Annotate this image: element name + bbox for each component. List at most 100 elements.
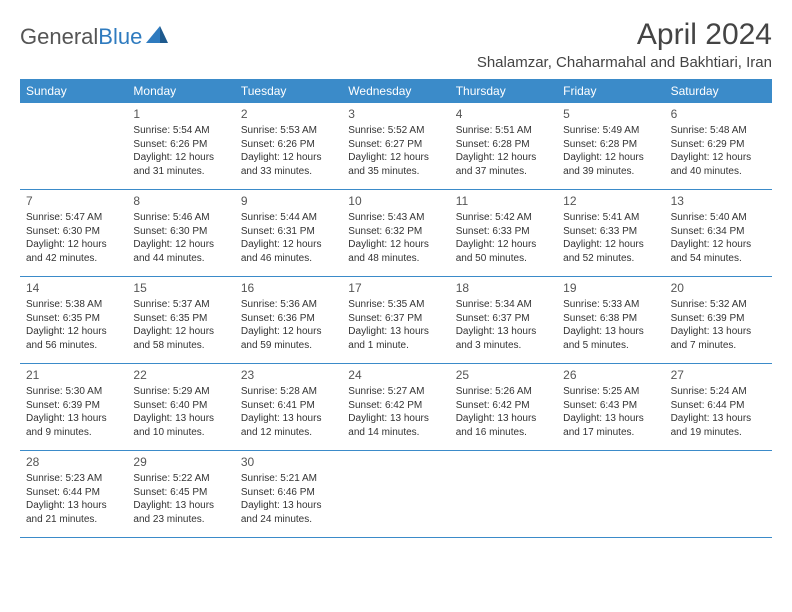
sunset-line: Sunset: 6:45 PM [133,486,228,500]
calendar-day: 27Sunrise: 5:24 AMSunset: 6:44 PMDayligh… [665,364,772,450]
calendar-day: 29Sunrise: 5:22 AMSunset: 6:45 PMDayligh… [127,451,234,537]
day-number: 17 [348,280,443,296]
sunset-line: Sunset: 6:26 PM [133,138,228,152]
sunset-line: Sunset: 6:36 PM [241,312,336,326]
day-number: 16 [241,280,336,296]
sunset-line: Sunset: 6:38 PM [563,312,658,326]
sunrise-line: Sunrise: 5:23 AM [26,472,121,486]
calendar-day: 1Sunrise: 5:54 AMSunset: 6:26 PMDaylight… [127,103,234,189]
sunset-line: Sunset: 6:44 PM [26,486,121,500]
daylight-line: Daylight: 13 hours and 16 minutes. [456,412,551,439]
day-number: 30 [241,454,336,470]
sunrise-line: Sunrise: 5:27 AM [348,385,443,399]
logo-triangle-icon [146,26,168,49]
calendar-body: 1Sunrise: 5:54 AMSunset: 6:26 PMDaylight… [20,103,772,538]
sunrise-line: Sunrise: 5:29 AM [133,385,228,399]
sunrise-line: Sunrise: 5:43 AM [348,211,443,225]
day-number: 11 [456,193,551,209]
sunset-line: Sunset: 6:34 PM [671,225,766,239]
daylight-line: Daylight: 12 hours and 48 minutes. [348,238,443,265]
daylight-line: Daylight: 13 hours and 21 minutes. [26,499,121,526]
sunrise-line: Sunrise: 5:48 AM [671,124,766,138]
calendar-day: 19Sunrise: 5:33 AMSunset: 6:38 PMDayligh… [557,277,664,363]
sunset-line: Sunset: 6:32 PM [348,225,443,239]
daylight-line: Daylight: 13 hours and 10 minutes. [133,412,228,439]
sunrise-line: Sunrise: 5:35 AM [348,298,443,312]
daylight-line: Daylight: 13 hours and 19 minutes. [671,412,766,439]
sunrise-line: Sunrise: 5:54 AM [133,124,228,138]
day-number: 25 [456,367,551,383]
sunrise-line: Sunrise: 5:47 AM [26,211,121,225]
calendar-day: 22Sunrise: 5:29 AMSunset: 6:40 PMDayligh… [127,364,234,450]
sunrise-line: Sunrise: 5:28 AM [241,385,336,399]
daylight-line: Daylight: 13 hours and 5 minutes. [563,325,658,352]
calendar-week: 21Sunrise: 5:30 AMSunset: 6:39 PMDayligh… [20,364,772,451]
sunset-line: Sunset: 6:35 PM [133,312,228,326]
sunset-line: Sunset: 6:33 PM [456,225,551,239]
weekday-header: Thursday [450,79,557,103]
calendar-day: 26Sunrise: 5:25 AMSunset: 6:43 PMDayligh… [557,364,664,450]
daylight-line: Daylight: 13 hours and 23 minutes. [133,499,228,526]
day-number: 26 [563,367,658,383]
title-block: April 2024 Shalamzar, Chaharmahal and Ba… [477,18,772,71]
sunrise-line: Sunrise: 5:40 AM [671,211,766,225]
calendar-day: 14 Sunrise: 5:38 AMSunset: 6:35 PMDayligh… [20,277,127,363]
daylight-line: Daylight: 12 hours and 59 minutes. [241,325,336,352]
day-number: 23 [241,367,336,383]
sunset-line: Sunset: 6:31 PM [241,225,336,239]
sunrise-line: Sunrise: 5:37 AM [133,298,228,312]
daylight-line: Daylight: 13 hours and 3 minutes. [456,325,551,352]
sunrise-line: Sunrise: 5:38 AM [26,298,121,312]
day-number: 14 [26,280,121,296]
sunrise-line: Sunrise: 5:42 AM [456,211,551,225]
day-number: 10 [348,193,443,209]
weekday-header: Saturday [665,79,772,103]
day-number: 24 [348,367,443,383]
calendar-week: 1Sunrise: 5:54 AMSunset: 6:26 PMDaylight… [20,103,772,190]
sunset-line: Sunset: 6:30 PM [133,225,228,239]
sunrise-line: Sunrise: 5:30 AM [26,385,121,399]
day-number: 12 [563,193,658,209]
day-number: 7 [26,193,121,209]
daylight-line: Daylight: 13 hours and 1 minute. [348,325,443,352]
calendar-day: 24Sunrise: 5:27 AMSunset: 6:42 PMDayligh… [342,364,449,450]
sunset-line: Sunset: 6:37 PM [456,312,551,326]
day-number: 3 [348,106,443,122]
sunrise-line: Sunrise: 5:24 AM [671,385,766,399]
calendar-day: 13Sunrise: 5:40 AMSunset: 6:34 PMDayligh… [665,190,772,276]
sunset-line: Sunset: 6:35 PM [26,312,121,326]
day-number: 22 [133,367,228,383]
sunrise-line: Sunrise: 5:25 AM [563,385,658,399]
calendar-day: 28Sunrise: 5:23 AMSunset: 6:44 PMDayligh… [20,451,127,537]
day-number: 27 [671,367,766,383]
sunrise-line: Sunrise: 5:41 AM [563,211,658,225]
calendar-day: 4Sunrise: 5:51 AMSunset: 6:28 PMDaylight… [450,103,557,189]
sunset-line: Sunset: 6:37 PM [348,312,443,326]
daylight-line: Daylight: 12 hours and 52 minutes. [563,238,658,265]
calendar-day: 6Sunrise: 5:48 AMSunset: 6:29 PMDaylight… [665,103,772,189]
day-number: 18 [456,280,551,296]
calendar-day: 9Sunrise: 5:44 AMSunset: 6:31 PMDaylight… [235,190,342,276]
daylight-line: Daylight: 12 hours and 50 minutes. [456,238,551,265]
sunset-line: Sunset: 6:42 PM [456,399,551,413]
daylight-line: Daylight: 12 hours and 56 minutes. [26,325,121,352]
location-text: Shalamzar, Chaharmahal and Bakhtiari, Ir… [477,54,772,71]
calendar-day: 12Sunrise: 5:41 AMSunset: 6:33 PMDayligh… [557,190,664,276]
daylight-line: Daylight: 12 hours and 37 minutes. [456,151,551,178]
weekday-header: Friday [557,79,664,103]
day-number: 29 [133,454,228,470]
sunset-line: Sunset: 6:41 PM [241,399,336,413]
sunrise-line: Sunrise: 5:21 AM [241,472,336,486]
calendar-day: 7Sunrise: 5:47 AMSunset: 6:30 PMDaylight… [20,190,127,276]
sunrise-line: Sunrise: 5:51 AM [456,124,551,138]
calendar: SundayMondayTuesdayWednesdayThursdayFrid… [20,79,772,538]
sunset-line: Sunset: 6:29 PM [671,138,766,152]
calendar-empty-cell [450,451,557,537]
daylight-line: Daylight: 12 hours and 33 minutes. [241,151,336,178]
logo-word2: Blue [98,24,142,49]
sunset-line: Sunset: 6:27 PM [348,138,443,152]
daylight-line: Daylight: 12 hours and 39 minutes. [563,151,658,178]
calendar-empty-cell [557,451,664,537]
sunrise-line: Sunrise: 5:26 AM [456,385,551,399]
calendar-day: 11 Sunrise: 5:42 AMSunset: 6:33 PMDayligh… [450,190,557,276]
